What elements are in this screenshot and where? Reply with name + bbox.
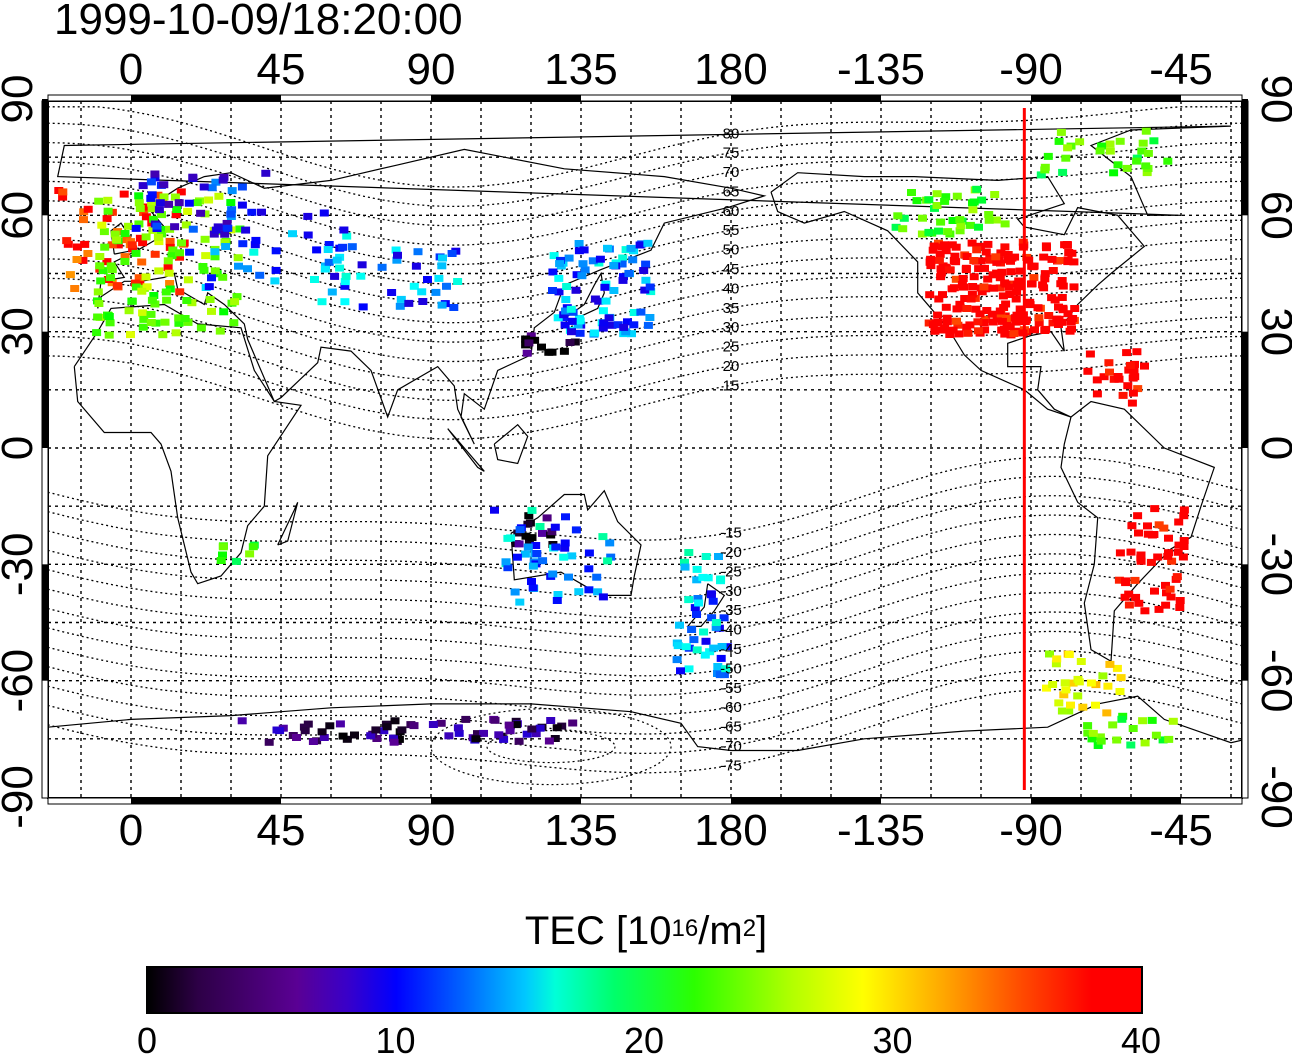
lat-label-right: 0 (1252, 436, 1292, 460)
contour-label: 50 (723, 242, 740, 259)
colorbar-title-end: ] (756, 909, 768, 953)
lat-label-left: -60 (0, 649, 42, 713)
contour-label: 60 (723, 203, 740, 220)
lon-label-top: 0 (119, 45, 143, 94)
lon-label-top: 45 (257, 45, 306, 94)
contour-label: 35 (723, 300, 740, 317)
lat-label-left: -90 (0, 765, 42, 829)
contour-label: -70 (720, 738, 742, 755)
lon-label-top: 180 (694, 45, 767, 94)
contour-label: -75 (720, 757, 742, 774)
contour-label: 25 (723, 339, 740, 356)
contour-label: -50 (720, 660, 742, 677)
colorbar-title-exp1: 16 (671, 915, 699, 942)
lon-label-top: -90 (999, 45, 1063, 94)
lon-label-bottom: -45 (1149, 806, 1213, 855)
colorbar (146, 966, 1143, 1014)
colorbar-tick-label: 30 (872, 1020, 913, 1061)
map-frame (41, 94, 1249, 805)
tec-map: 0 45 90 135 180 -135 -90 -450 45 90 135 180 -135 -90-… (0, 45, 1292, 855)
lat-label-left: 60 (0, 191, 42, 240)
contour-label: -30 (720, 583, 742, 600)
contour-label: -35 (720, 602, 742, 619)
lat-label-right: 60 (1252, 191, 1292, 240)
contour-label: 55 (723, 222, 740, 239)
timestamp-title: 1999-10-09/18:20:00 (54, 0, 463, 44)
lon-label-top: 135 (544, 45, 617, 94)
lat-label-left: 30 (0, 307, 42, 356)
contour-label: 70 (723, 164, 740, 181)
lon-label-top: 90 (407, 45, 456, 94)
contour-label: -15 (720, 525, 742, 542)
lon-label-top: -45 (1149, 45, 1213, 94)
lat-label-right: 30 (1252, 307, 1292, 356)
lon-label-bottom: 0 (119, 806, 143, 855)
colorbar-tick-label: 20 (623, 1020, 665, 1061)
contour-label: 75 (723, 145, 740, 162)
contour-label: 20 (723, 358, 740, 375)
lon-label-bottom: 180 (694, 806, 767, 855)
contour-label: 30 (723, 319, 740, 336)
lon-label-bottom: -135 (837, 806, 925, 855)
lat-label-left: 90 (0, 75, 42, 124)
lon-label-bottom: 135 (544, 806, 617, 855)
colorbar-title-exp2: 2 (742, 915, 757, 942)
colorbar-title-main: TEC [10 (524, 909, 672, 953)
contour-label: 15 (723, 377, 740, 394)
colorbar-tick-label: 40 (1120, 1020, 1162, 1061)
contour-label: -25 (720, 563, 742, 580)
contour-label: -60 (720, 699, 742, 716)
contour-label: 80 (723, 125, 740, 142)
colorbar-title-mid: /m (698, 909, 743, 953)
colorbar-tick-label: 0 (136, 1020, 158, 1061)
contour-label: 40 (723, 280, 740, 297)
lon-label-bottom: -90 (999, 806, 1063, 855)
lon-label-bottom: 90 (407, 806, 456, 855)
lat-label-right: -30 (1252, 533, 1292, 597)
lat-label-left: -30 (0, 533, 42, 597)
contour-label: 45 (723, 261, 740, 278)
contour-label: -20 (720, 544, 742, 561)
contour-label: -40 (720, 622, 742, 639)
contour-label: -65 (720, 719, 742, 736)
contour-label: -45 (720, 641, 742, 658)
contour-label: -55 (720, 680, 742, 697)
lat-label-right: -90 (1252, 765, 1292, 829)
contour-label: 65 (723, 183, 740, 200)
lon-label-top: -135 (837, 45, 925, 94)
lat-label-right: 90 (1252, 75, 1292, 124)
lat-label-left: 0 (0, 436, 42, 460)
lon-label-bottom: 45 (257, 806, 306, 855)
colorbar-tick-label: 10 (375, 1020, 416, 1061)
tec-data-cells (54, 127, 1189, 749)
colorbar-title: TEC [1016/m2] (0, 908, 1292, 954)
lat-label-right: -60 (1252, 649, 1292, 713)
